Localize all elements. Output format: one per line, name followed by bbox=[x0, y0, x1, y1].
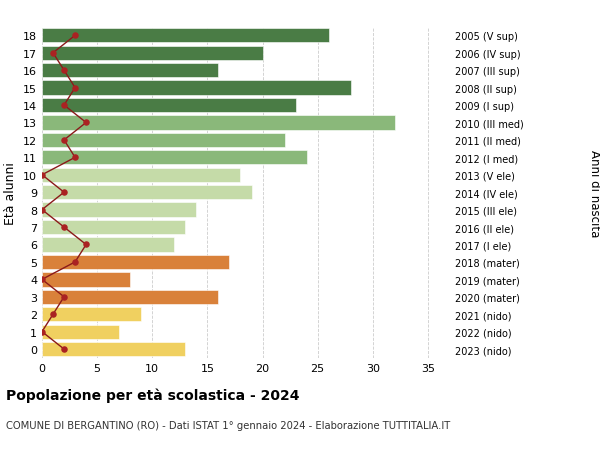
Bar bbox=[42, 342, 185, 357]
Bar bbox=[42, 325, 119, 339]
Text: Popolazione per età scolastica - 2024: Popolazione per età scolastica - 2024 bbox=[6, 388, 299, 403]
Point bbox=[48, 50, 58, 57]
Bar bbox=[42, 134, 284, 148]
Bar bbox=[42, 151, 307, 165]
Point bbox=[37, 207, 47, 214]
Point bbox=[59, 293, 69, 301]
Bar bbox=[42, 99, 296, 113]
Bar bbox=[42, 168, 241, 183]
Point bbox=[70, 33, 80, 40]
Point bbox=[37, 328, 47, 336]
Point bbox=[59, 102, 69, 110]
Point bbox=[59, 346, 69, 353]
Bar bbox=[42, 238, 175, 252]
Point bbox=[59, 67, 69, 75]
Point bbox=[59, 189, 69, 196]
Bar bbox=[42, 290, 218, 304]
Point bbox=[70, 154, 80, 162]
Bar bbox=[42, 185, 251, 200]
Bar bbox=[42, 46, 263, 61]
Bar bbox=[42, 203, 196, 217]
Text: COMUNE DI BERGANTINO (RO) - Dati ISTAT 1° gennaio 2024 - Elaborazione TUTTITALIA: COMUNE DI BERGANTINO (RO) - Dati ISTAT 1… bbox=[6, 420, 450, 430]
Point bbox=[59, 137, 69, 144]
Bar bbox=[42, 308, 141, 322]
Point bbox=[82, 119, 91, 127]
Point bbox=[82, 241, 91, 249]
Point bbox=[70, 259, 80, 266]
Y-axis label: Anni di nascita: Anni di nascita bbox=[587, 149, 600, 236]
Bar bbox=[42, 81, 351, 95]
Bar bbox=[42, 220, 185, 235]
Bar bbox=[42, 64, 218, 78]
Point bbox=[48, 311, 58, 318]
Y-axis label: Età alunni: Età alunni bbox=[4, 162, 17, 224]
Point bbox=[70, 85, 80, 92]
Bar bbox=[42, 273, 130, 287]
Point bbox=[59, 224, 69, 231]
Bar bbox=[42, 116, 395, 130]
Bar bbox=[42, 255, 229, 269]
Bar bbox=[42, 29, 329, 43]
Point bbox=[37, 276, 47, 283]
Point bbox=[37, 172, 47, 179]
